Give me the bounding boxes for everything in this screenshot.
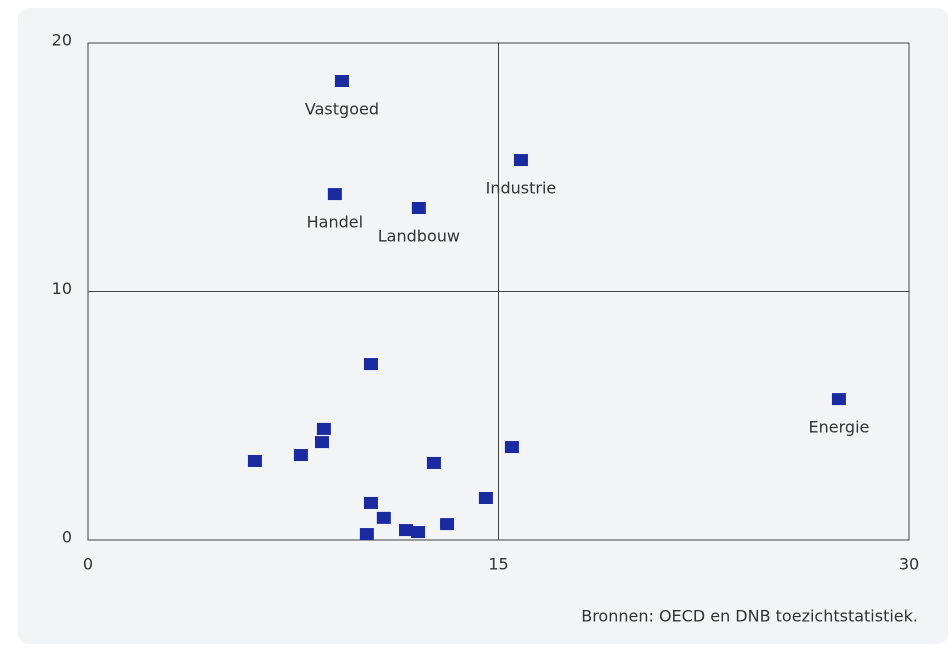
point (399, 524, 414, 537)
point (247, 454, 262, 467)
point (316, 422, 331, 435)
y-tick-label: 10 (52, 279, 72, 298)
source-note: Bronnen: OECD en DNB toezichtstatistiek. (581, 607, 918, 626)
x-tick-label: 0 (83, 555, 93, 574)
point (363, 496, 378, 509)
point (426, 456, 441, 469)
point-label: Vastgoed (305, 100, 379, 119)
x-tick-label: 15 (488, 555, 508, 574)
point (334, 75, 349, 88)
card (18, 8, 948, 644)
point-label: Landbouw (378, 227, 460, 246)
point (440, 518, 455, 531)
point (831, 393, 846, 406)
point (359, 528, 374, 541)
point (504, 441, 519, 454)
point (363, 358, 378, 371)
y-tick-label: 0 (62, 528, 72, 547)
y-tick-label: 20 (52, 31, 72, 50)
point-label: Energie (809, 418, 870, 437)
point (411, 526, 426, 539)
point-label: Industrie (486, 179, 557, 198)
point (327, 188, 342, 201)
point (513, 154, 528, 167)
point (293, 449, 308, 462)
x-tick-label: 30 (899, 555, 919, 574)
point (478, 492, 493, 505)
point (314, 436, 329, 449)
point-label: Handel (307, 213, 363, 232)
point (376, 511, 391, 524)
point (411, 202, 426, 215)
